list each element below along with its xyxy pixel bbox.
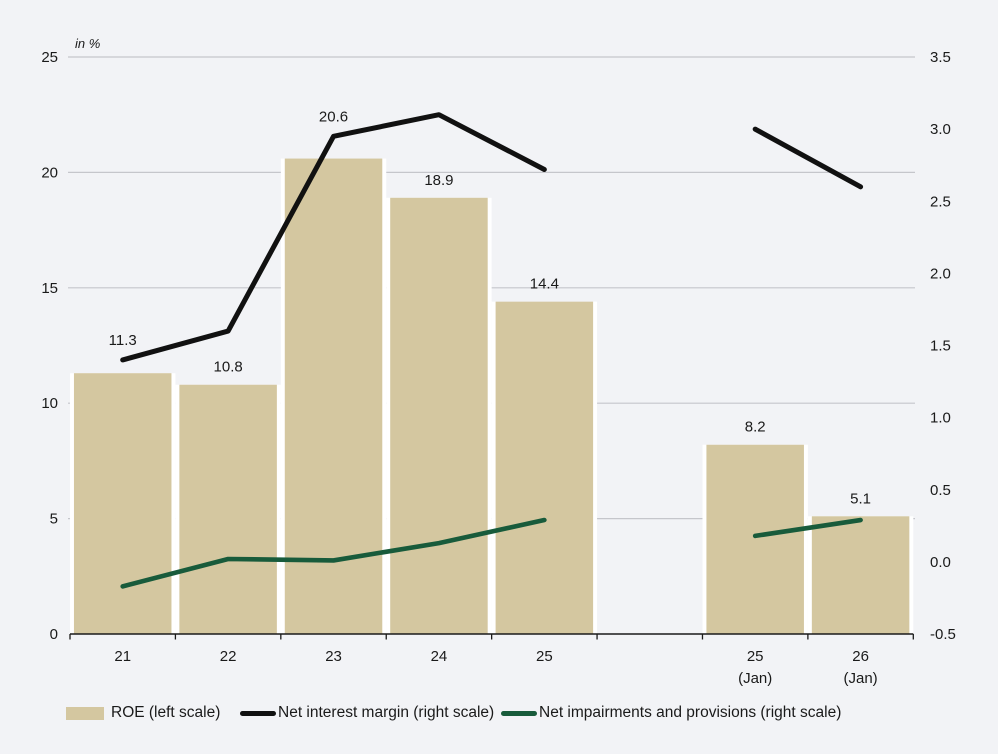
legend-label-roe: ROE (left scale) bbox=[111, 704, 221, 721]
legend-item-roe: ROE (left scale) bbox=[66, 704, 220, 722]
bar-value-label: 5.1 bbox=[850, 490, 871, 507]
right-axis-tick-label: -0.5 bbox=[930, 626, 956, 643]
right-axis-tick-label: 1.0 bbox=[930, 410, 951, 427]
bar-roe-left-scale bbox=[811, 516, 910, 634]
x-axis-label: 23 bbox=[325, 648, 342, 665]
right-axis-tick-label: 1.5 bbox=[930, 338, 951, 355]
left-axis-tick-label: 0 bbox=[50, 626, 58, 643]
x-axis-label: 21 bbox=[114, 648, 131, 665]
left-axis-tick-label: 20 bbox=[41, 164, 58, 181]
roe-bar-swatch-icon bbox=[66, 706, 104, 720]
bar-roe-left-scale bbox=[495, 301, 594, 634]
line-net-interest-margin-right-scale bbox=[120, 112, 547, 363]
net-impairments-line-swatch-icon bbox=[501, 710, 537, 716]
legend-item-net-impairments: Net impairments and provisions (right sc… bbox=[501, 704, 841, 722]
line-net-interest-margin-right-scale bbox=[752, 126, 864, 190]
x-axis-label: 22 bbox=[220, 648, 237, 665]
left-axis-unit-label: in % bbox=[75, 36, 101, 51]
bar-value-label: 8.2 bbox=[745, 419, 766, 436]
x-axis-sublabel: (Jan) bbox=[738, 670, 772, 687]
right-axis-tick-label: 3.0 bbox=[930, 121, 951, 138]
bar-value-label: 18.9 bbox=[424, 172, 453, 189]
legend-label-net-impairments: Net impairments and provisions (right sc… bbox=[539, 704, 842, 721]
bar-roe-left-scale bbox=[706, 444, 804, 634]
net-interest-margin-line-swatch-icon bbox=[240, 710, 276, 716]
line-net-impairments-and-provisions-right-scale bbox=[120, 517, 547, 589]
left-axis-tick-label: 15 bbox=[41, 280, 58, 297]
x-axis-label: 26 bbox=[852, 648, 869, 665]
right-axis-tick-label: 2.5 bbox=[930, 193, 951, 210]
right-axis-tick-label: 0.5 bbox=[930, 482, 951, 499]
bar-value-label: 10.8 bbox=[214, 359, 243, 376]
x-axis-label: 25 bbox=[536, 648, 553, 665]
bar-value-label: 14.4 bbox=[530, 276, 559, 293]
bar-roe-left-scale bbox=[73, 373, 172, 634]
left-axis-tick-label: 5 bbox=[50, 511, 58, 528]
left-axis-tick-label: 25 bbox=[41, 49, 58, 66]
bar-value-label: 11.3 bbox=[109, 332, 137, 349]
left-axis-tick-label: 10 bbox=[41, 395, 58, 412]
x-axis-label: 25 bbox=[747, 648, 764, 665]
bar-value-label: 20.6 bbox=[319, 108, 348, 125]
bar-roe-left-scale bbox=[179, 384, 277, 634]
line-net-impairments-and-provisions-right-scale bbox=[752, 517, 863, 539]
right-axis-tick-label: 3.5 bbox=[930, 49, 951, 66]
right-axis-tick-label: 2.0 bbox=[930, 265, 951, 282]
right-axis-tick-label: 0.0 bbox=[930, 554, 951, 571]
legend-label-net-interest-margin: Net interest margin (right scale) bbox=[278, 704, 495, 721]
x-axis-sublabel: (Jan) bbox=[844, 670, 878, 687]
x-axis-label: 24 bbox=[431, 648, 448, 665]
bar-roe-left-scale bbox=[390, 197, 488, 634]
legend-item-net-interest-margin: Net interest margin (right scale) bbox=[240, 704, 494, 722]
